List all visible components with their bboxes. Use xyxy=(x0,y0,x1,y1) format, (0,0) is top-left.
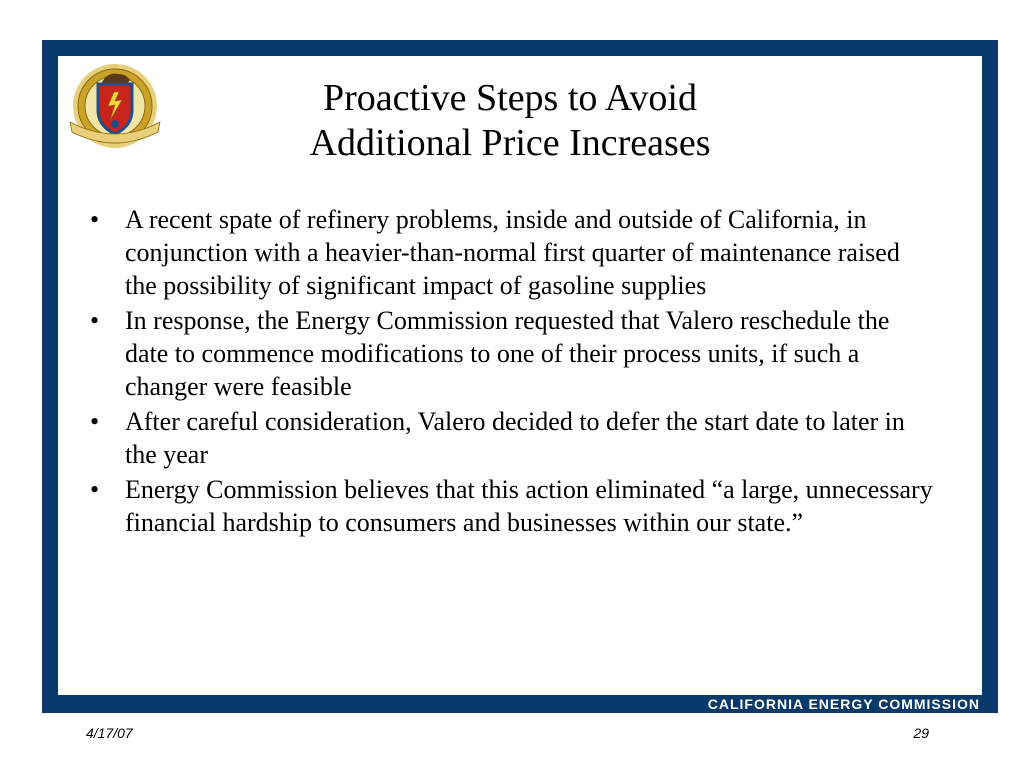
bullet-text: After careful consideration, Valero deci… xyxy=(125,407,905,469)
footer-organization: CALIFORNIA ENERGY COMMISSION xyxy=(707,696,980,712)
bullet-item: • In response, the Energy Commission requ… xyxy=(86,304,936,403)
bullet-text: A recent spate of refinery problems, ins… xyxy=(125,205,900,300)
energy-commission-seal-icon xyxy=(69,64,161,148)
bullet-text: Energy Commission believes that this act… xyxy=(125,475,933,537)
bullet-list: • A recent spate of refinery problems, in… xyxy=(86,203,936,541)
slide-content-area xyxy=(58,56,982,695)
bullet-item: • Energy Commission believes that this ac… xyxy=(86,473,936,539)
slide-title-line-1: Proactive Steps to Avoid xyxy=(323,77,697,119)
bullet-item: • After careful consideration, Valero dec… xyxy=(86,405,936,471)
bullet-marker: • xyxy=(90,475,100,504)
slide-title: Proactive Steps to Avoid Additional Pric… xyxy=(200,76,820,166)
bullet-marker: • xyxy=(90,205,100,234)
bullet-item: • A recent spate of refinery problems, in… xyxy=(86,203,936,302)
bullet-text: In response, the Energy Commission reque… xyxy=(125,306,890,401)
slide-date: 4/17/07 xyxy=(86,725,133,741)
bullet-marker: • xyxy=(90,306,100,335)
page-number: 29 xyxy=(913,725,929,741)
slide-title-line-2: Additional Price Increases xyxy=(309,122,711,164)
bullet-marker: • xyxy=(90,407,100,436)
